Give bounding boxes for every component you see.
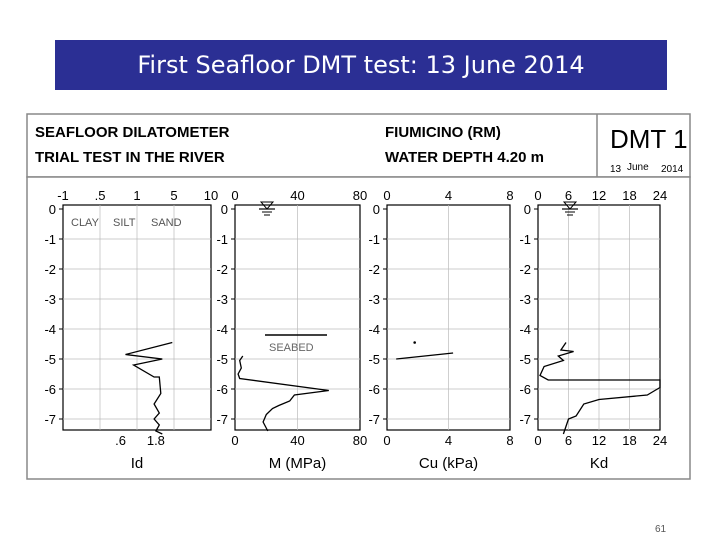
top-tick-label: 80 — [353, 188, 367, 203]
top-tick-label: 18 — [622, 188, 636, 203]
y-tick-label: -7 — [44, 412, 56, 427]
series-line-1 — [125, 341, 173, 435]
badge-title: DMT 1 — [610, 124, 688, 154]
y-tick-label: 0 — [524, 202, 531, 217]
y-tick-label: -7 — [519, 412, 531, 427]
y-tick-label: -6 — [368, 382, 380, 397]
zone-label: SAND — [151, 217, 182, 229]
y-tick-label: -5 — [368, 352, 380, 367]
water-level-icon — [562, 201, 578, 216]
top-tick-label: 24 — [653, 188, 667, 203]
x-axis-label: Kd — [590, 455, 608, 472]
top-tick-label: -1 — [57, 188, 69, 203]
y-tick-label: -1 — [519, 232, 531, 247]
top-tick-label: 4 — [445, 188, 452, 203]
bottom-tick-label: .6 — [115, 433, 126, 448]
y-tick-label: -4 — [519, 322, 531, 337]
y-tick-label: -6 — [519, 382, 531, 397]
badge-date-year: 2014 — [661, 164, 684, 175]
header-mid-line2: WATER DEPTH 4.20 m — [385, 149, 544, 166]
top-tick-label: 5 — [170, 188, 177, 203]
zone-label: CLAY — [71, 217, 100, 229]
y-tick-label: -1 — [368, 232, 380, 247]
bottom-tick-label: 4 — [445, 433, 452, 448]
top-tick-label: 0 — [231, 188, 238, 203]
x-axis-label: Cu (kPa) — [419, 455, 478, 472]
zone-label: SILT — [113, 217, 136, 229]
top-tick-label: 1 — [133, 188, 140, 203]
top-tick-label: 6 — [565, 188, 572, 203]
y-tick-label: -1 — [44, 232, 56, 247]
header-left-line2: TRIAL TEST IN THE RIVER — [35, 149, 225, 166]
y-tick-label: -2 — [368, 262, 380, 277]
bottom-tick-label: 24 — [653, 433, 667, 448]
y-tick-label: -7 — [216, 412, 228, 427]
slide-title: First Seafloor DMT test: 13 June 2014 — [55, 40, 667, 90]
bottom-tick-label: 80 — [353, 433, 367, 448]
panel-2: 0-1-2-3-4-5-6-70 40 800 40 80M (MPa)SEABED — [216, 188, 367, 472]
dmt-figure: SEAFLOOR DILATOMETER TRIAL TEST IN THE R… — [26, 113, 691, 480]
header-left-line1: SEAFLOOR DILATOMETER — [35, 124, 230, 141]
y-tick-label: 0 — [49, 202, 56, 217]
y-tick-label: -2 — [519, 262, 531, 277]
top-tick-label: 8 — [506, 188, 513, 203]
panel-3: 0-1-2-3-4-5-6-70 4 80 4 8Cu (kPa) — [368, 188, 513, 472]
top-tick-label: 0 — [534, 188, 541, 203]
y-tick-label: -4 — [368, 322, 380, 337]
series-line-1 — [237, 355, 329, 432]
bottom-tick-label: 0 — [534, 433, 541, 448]
series-line-1 — [396, 352, 454, 360]
y-tick-label: -4 — [216, 322, 228, 337]
top-tick-label: .5 — [95, 188, 106, 203]
top-tick-label: 12 — [592, 188, 606, 203]
y-tick-label: 0 — [221, 202, 228, 217]
bottom-tick-label: 6 — [565, 433, 572, 448]
x-axis-label: Id — [131, 455, 144, 472]
series-line-1 — [539, 342, 661, 435]
y-tick-label: -3 — [216, 292, 228, 307]
page-number: 61 — [655, 524, 667, 535]
y-tick-label: -2 — [44, 262, 56, 277]
y-tick-label: 0 — [373, 202, 380, 217]
badge-date-day: 13 — [610, 164, 622, 175]
y-tick-label: -5 — [519, 352, 531, 367]
y-tick-label: -6 — [44, 382, 56, 397]
y-tick-label: -2 — [216, 262, 228, 277]
bottom-tick-label: 12 — [592, 433, 606, 448]
bottom-tick-label: 40 — [290, 433, 304, 448]
top-tick-label: 40 — [290, 188, 304, 203]
header-mid-line1: FIUMICINO (RM) — [385, 124, 501, 141]
bottom-tick-label: 1.8 — [147, 433, 165, 448]
y-tick-label: -3 — [44, 292, 56, 307]
bottom-tick-label: 8 — [506, 433, 513, 448]
bottom-tick-label: 0 — [231, 433, 238, 448]
y-tick-label: -7 — [368, 412, 380, 427]
top-tick-label: 10 — [204, 188, 218, 203]
data-point — [413, 341, 416, 344]
y-tick-label: -4 — [44, 322, 56, 337]
y-tick-label: -5 — [216, 352, 228, 367]
badge-date-month: June — [627, 162, 649, 173]
figure-header-box — [26, 113, 691, 178]
y-tick-label: -3 — [519, 292, 531, 307]
y-tick-label: -5 — [44, 352, 56, 367]
water-level-icon — [259, 201, 275, 216]
y-tick-label: -3 — [368, 292, 380, 307]
bottom-tick-label: 0 — [383, 433, 390, 448]
y-tick-label: -1 — [216, 232, 228, 247]
x-axis-label: M (MPa) — [269, 455, 327, 472]
top-tick-label: 0 — [383, 188, 390, 203]
seabed-label: SEABED — [269, 342, 314, 354]
y-tick-label: -6 — [216, 382, 228, 397]
bottom-tick-label: 18 — [622, 433, 636, 448]
